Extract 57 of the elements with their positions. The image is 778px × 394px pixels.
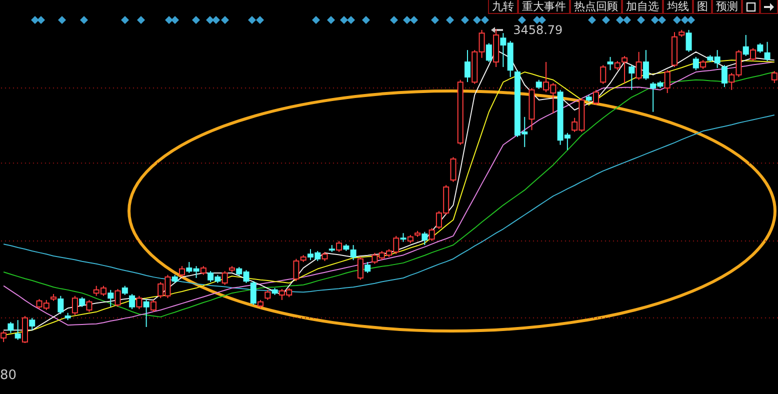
candlestick (642, 50, 649, 80)
candlestick (764, 41, 770, 62)
candlestick (129, 294, 136, 310)
candlestick (757, 42, 764, 54)
candlestick (536, 79, 542, 90)
candlestick (721, 64, 728, 88)
candlestick (250, 280, 256, 306)
candlestick (72, 295, 78, 316)
candlestick (428, 228, 435, 242)
candlestick (636, 51, 642, 80)
candlestick (686, 29, 692, 52)
candlestick (293, 258, 300, 282)
candlestick (108, 289, 114, 308)
candlestick (614, 60, 620, 71)
text: 九转 (488, 0, 518, 14)
candlestick (607, 56, 614, 71)
candlestick (179, 266, 186, 278)
annotation: 3458.79 (513, 23, 563, 37)
candlestick (450, 156, 456, 182)
candlestick (58, 295, 64, 315)
candlestick (592, 89, 599, 106)
candlestick (322, 251, 328, 262)
candlestick (364, 261, 371, 274)
candlestick (692, 56, 699, 71)
candlestick (622, 56, 628, 84)
text: 图 (693, 0, 712, 14)
candlestick (122, 285, 128, 296)
text: 80 (0, 368, 17, 383)
candlestick (143, 298, 150, 328)
candlestick (422, 231, 428, 246)
text: 热点回顾 (570, 0, 622, 14)
candlestick (336, 240, 342, 252)
candlestick (742, 34, 749, 57)
candlestick (264, 289, 271, 300)
candlestick (600, 64, 606, 84)
candlestick (136, 295, 142, 310)
text: 均线 (663, 0, 693, 14)
candlestick (114, 288, 121, 308)
candlestick (0, 330, 7, 343)
candlestick (628, 64, 635, 90)
candlestick (29, 317, 36, 331)
candlestick (664, 70, 670, 94)
candlestick (464, 50, 471, 83)
candlestick (486, 42, 492, 62)
candlestick (79, 296, 86, 308)
text: 预测 (712, 0, 742, 14)
candlestick (150, 299, 156, 312)
candlestick (8, 321, 14, 334)
candlestick (14, 320, 21, 340)
text: 加自选 (622, 0, 663, 14)
candlestick (357, 256, 364, 280)
candlestick (771, 70, 778, 84)
candlestick (350, 244, 356, 261)
candlestick (86, 299, 92, 312)
candlestick (750, 48, 756, 62)
text: 重大事件 (518, 0, 570, 14)
candlestick (222, 270, 228, 286)
